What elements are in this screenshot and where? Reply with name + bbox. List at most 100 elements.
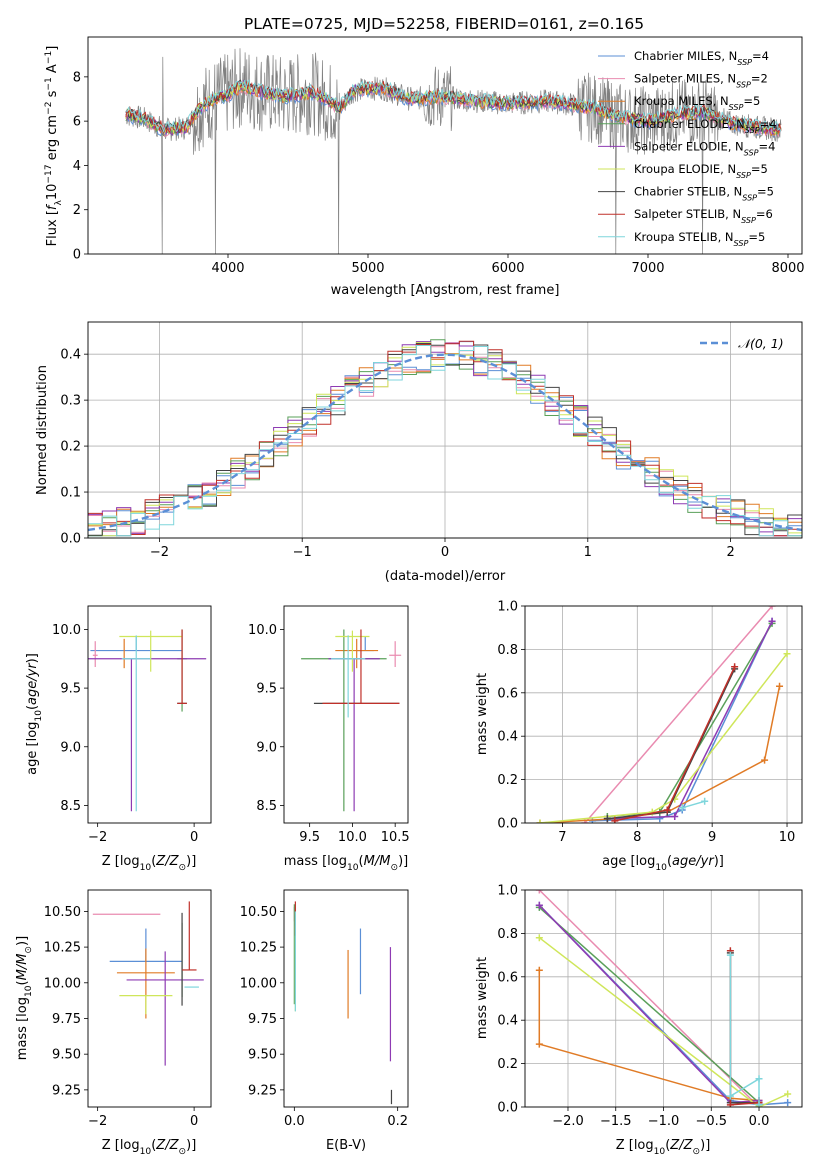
mass-weight-line bbox=[607, 668, 736, 820]
x-tick-label: 0.0 bbox=[284, 1114, 305, 1129]
x-axis-label: wavelength [Angstrom, rest frame] bbox=[331, 283, 560, 298]
panel-age_vs_Z: −2 0 8.5 9.0 9.5 10.0 Z [log10(Z/Z⊙)] age [log1… bbox=[25, 605, 212, 873]
x-tick-label: 10.0 bbox=[338, 830, 367, 845]
residual-histogram bbox=[88, 340, 802, 537]
y-tick-label: 0.2 bbox=[497, 773, 518, 788]
panel-massweight_vs_age: 7 8 9 10 0.0 0.2 0.4 0.6 0.8 1.0 age [log10(age/yr… bbox=[475, 600, 803, 873]
x-tick-label: −2 bbox=[150, 545, 169, 560]
y-axis-label: Flux [fλ10−17 erg cm−2 s−1 A−1] bbox=[44, 46, 64, 247]
x-axis-label: (data-model)/error bbox=[385, 569, 506, 584]
mass-weight-line bbox=[539, 653, 788, 823]
y-tick-label: 8.5 bbox=[60, 799, 81, 814]
legend-entry: Salpeter ELODIE, NSSP=4 bbox=[634, 139, 775, 157]
point-marker bbox=[535, 1040, 543, 1048]
y-tick-label: 0.0 bbox=[497, 817, 518, 832]
point-marker bbox=[726, 1101, 734, 1107]
x-tick-label: 8000 bbox=[771, 261, 804, 276]
axes-frame bbox=[524, 605, 803, 824]
y-tick-label: 0 bbox=[73, 248, 81, 263]
x-axis-label: Z [log10(Z/Z⊙)] bbox=[102, 1138, 197, 1157]
x-tick-label: 1 bbox=[584, 545, 592, 560]
y-tick-label: 9.75 bbox=[52, 1012, 81, 1027]
axes-frame bbox=[283, 605, 409, 824]
y-tick-label: 6 bbox=[73, 115, 81, 130]
plot-area bbox=[88, 339, 802, 537]
y-tick-label: 10.25 bbox=[44, 941, 81, 956]
point-marker bbox=[535, 966, 543, 974]
y-tick-label: 10.0 bbox=[248, 623, 277, 638]
axes-frame bbox=[524, 889, 803, 1108]
y-tick-label: 1.0 bbox=[497, 884, 518, 899]
x-axis-label: Z [log10(Z/Z⊙)] bbox=[616, 1138, 711, 1157]
figure-title: PLATE=0725, MJD=52258, FIBERID=0161, z=0… bbox=[244, 15, 644, 33]
y-tick-label: 9.5 bbox=[256, 682, 277, 697]
point-marker bbox=[776, 682, 784, 690]
y-tick-label: 9.75 bbox=[248, 1012, 277, 1027]
panel-massweight_vs_Z: −2.0 −1.5 −1.0 −0.5 0.0 0.0 0.2 0.4 0.6 0.8 1.0 Z [… bbox=[475, 884, 803, 1157]
x-tick-label: −1 bbox=[293, 545, 312, 560]
plot-area bbox=[535, 890, 792, 1107]
y-tick-label: 9.50 bbox=[52, 1048, 81, 1063]
point-marker bbox=[755, 1101, 763, 1107]
panel-age_vs_mass: 9.5 10.0 10.5 8.5 9.0 9.5 10.0 mass [log10(M/M⊙… bbox=[248, 605, 410, 873]
x-tick-label: 4000 bbox=[211, 261, 244, 276]
x-axis-label: E(B-V) bbox=[326, 1138, 366, 1153]
x-tick-label: 9.5 bbox=[299, 830, 320, 845]
point-marker bbox=[536, 819, 544, 823]
x-tick-label: −1.5 bbox=[600, 1114, 632, 1129]
x-tick-label: 0.0 bbox=[749, 1114, 770, 1129]
y-tick-label: 9.50 bbox=[248, 1048, 277, 1063]
mass-weight-line bbox=[607, 620, 773, 820]
model-spectrum-line bbox=[125, 79, 782, 133]
y-tick-label: 10.00 bbox=[240, 976, 277, 991]
point-marker bbox=[701, 797, 709, 805]
x-tick-label: −2 bbox=[88, 1114, 107, 1129]
point-marker bbox=[663, 806, 671, 814]
y-tick-label: 9.0 bbox=[60, 740, 81, 755]
x-tick-label: 9 bbox=[708, 830, 716, 845]
x-tick-label: 0 bbox=[190, 830, 198, 845]
axes-frame bbox=[87, 605, 212, 824]
plot-area bbox=[88, 629, 207, 812]
y-axis-label: mass weight bbox=[475, 957, 490, 1039]
model-spectrum-line bbox=[125, 79, 782, 135]
x-tick-label: 6000 bbox=[491, 261, 524, 276]
point-marker bbox=[726, 1092, 734, 1100]
point-marker bbox=[755, 1075, 763, 1083]
point-marker bbox=[535, 890, 543, 894]
legend-entry: Salpeter STELIB, NSSP=6 bbox=[634, 207, 773, 225]
y-tick-label: 0.2 bbox=[60, 440, 81, 455]
x-axis-label: age [log10(age/yr)] bbox=[602, 854, 724, 873]
point-marker bbox=[535, 901, 543, 909]
point-marker bbox=[784, 1099, 792, 1107]
mass-weight-line bbox=[538, 906, 760, 1104]
x-axis-label: mass [log10(M/M⊙)] bbox=[284, 854, 408, 873]
y-tick-label: 0.1 bbox=[60, 486, 81, 501]
x-tick-label: −0.5 bbox=[695, 1114, 727, 1129]
y-tick-label: 0.0 bbox=[497, 1101, 518, 1116]
normal-curve bbox=[88, 353, 802, 532]
x-tick-label: 0 bbox=[441, 545, 449, 560]
point-marker bbox=[784, 1090, 792, 1098]
x-axis-label: Z [log10(Z/Z⊙)] bbox=[102, 854, 197, 873]
mass-weight-line bbox=[729, 955, 760, 1105]
y-tick-label: 2 bbox=[73, 203, 81, 218]
y-tick-label: 0.4 bbox=[60, 348, 81, 363]
point-marker bbox=[768, 617, 776, 625]
y-tick-label: 8.5 bbox=[256, 799, 277, 814]
axes-frame bbox=[87, 321, 803, 539]
point-marker bbox=[726, 951, 734, 959]
y-tick-label: 0.8 bbox=[497, 927, 518, 942]
y-tick-label: 9.0 bbox=[256, 740, 277, 755]
mass-weight-line bbox=[538, 970, 760, 1102]
panel-spectrum: 4000 5000 6000 7000 8000 0 2 4 6 8 Chabrier MILES,… bbox=[44, 36, 805, 298]
axes-frame bbox=[87, 889, 212, 1108]
point-marker bbox=[761, 756, 769, 764]
mass-weight-line bbox=[681, 800, 705, 809]
point-marker bbox=[678, 804, 686, 812]
y-axis-label: mass weight bbox=[475, 673, 490, 755]
y-axis-label: age [log10(age/yr)] bbox=[25, 653, 44, 775]
panel-residuals: −2 −1 0 1 2 0.0 0.1 0.2 0.3 0.4 𝒩(0, 1) (data-model… bbox=[35, 321, 803, 584]
axes-frame bbox=[283, 889, 409, 1108]
legend-entry: Chabrier MILES, NSSP=4 bbox=[634, 49, 769, 67]
